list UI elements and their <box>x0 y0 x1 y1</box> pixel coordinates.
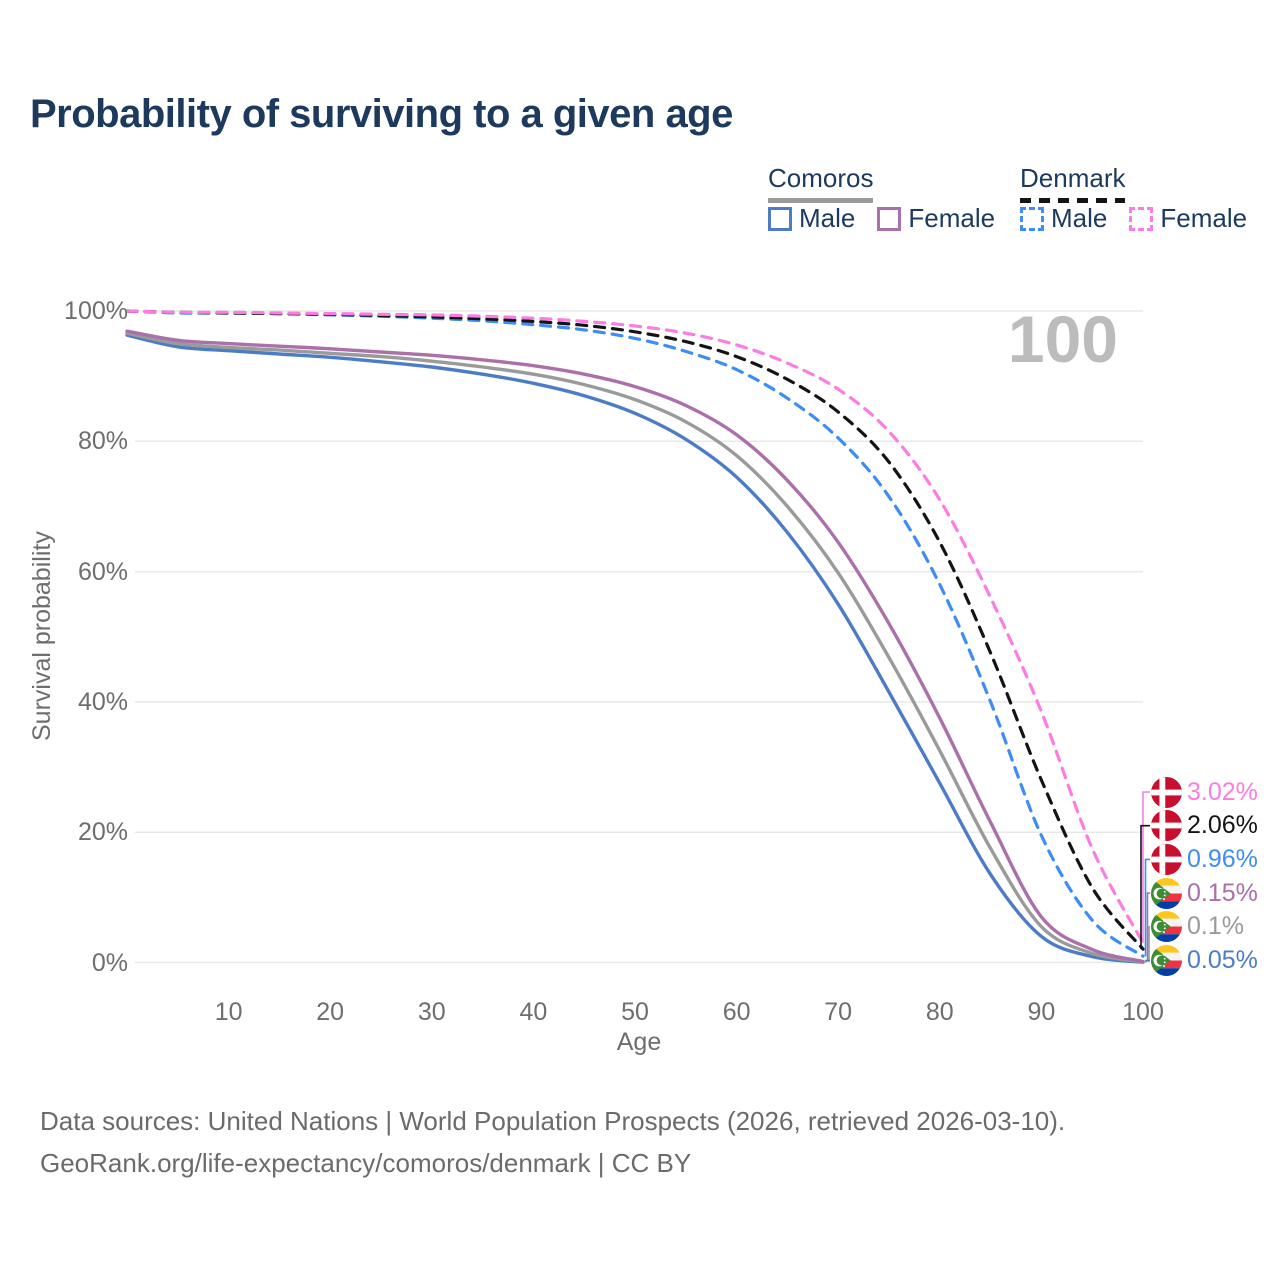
end-label-value: 0.96% <box>1187 844 1258 873</box>
legend-group-label: Comoros <box>768 163 874 193</box>
gridlines <box>135 310 1150 964</box>
legend-group-comoros: Comoros <box>768 163 874 203</box>
end-label-denmark-combined: 2.06% <box>1151 810 1258 842</box>
survival-curves <box>125 309 1145 964</box>
comoros-flag-icon <box>1151 877 1182 909</box>
x-tick-label-70: 70 <box>824 998 853 1026</box>
end-label-denmark-female: 3.02% <box>1151 776 1258 808</box>
x-tick-label-30: 30 <box>417 998 446 1026</box>
legend-items-denmark: Male Female <box>1020 203 1247 234</box>
end-label-comoros-female: 0.15% <box>1151 877 1258 909</box>
page-title: Probability of surviving to a given age <box>30 92 733 136</box>
denmark-flag-icon <box>1151 843 1182 875</box>
x-tick-label-100: 100 <box>1122 998 1164 1026</box>
legend-item-label: Female <box>908 203 996 233</box>
x-tick-label-20: 20 <box>316 998 345 1026</box>
legend-swatch <box>1020 206 1044 231</box>
flag-wrap <box>1151 877 1182 909</box>
x-tick-label-10: 10 <box>214 998 243 1026</box>
curve-denmark-combined[interactable] <box>125 309 1145 951</box>
legend-swatch <box>768 206 792 231</box>
legend-item-comoros-female[interactable]: Female <box>877 203 995 234</box>
x-axis-title: Age <box>616 1028 662 1056</box>
y-tick-label-40: 40% <box>77 687 128 716</box>
x-tick-label-80: 80 <box>925 998 954 1026</box>
legend-group-label: Denmark <box>1020 163 1126 193</box>
end-label-value: 3.02% <box>1187 777 1258 806</box>
y-tick-label-100: 100% <box>64 297 128 325</box>
comoros-flag-icon <box>1151 945 1182 976</box>
end-label-denmark-male: 0.96% <box>1151 843 1258 875</box>
legend-item-label: Male <box>1051 203 1108 233</box>
flag-wrap <box>1151 776 1182 808</box>
end-label-connectors <box>1140 791 1150 963</box>
y-tick-label-80: 80% <box>77 427 128 456</box>
end-label-value: 2.06% <box>1187 811 1258 840</box>
y-tick-label-60: 60% <box>77 557 128 586</box>
x-tick-label-40: 40 <box>519 998 548 1026</box>
denmark-flag-icon <box>1151 810 1182 842</box>
connector-denmark-female <box>1142 791 1150 943</box>
connector-comoros-female <box>1146 892 1150 962</box>
curve-comoros-combined[interactable] <box>125 331 1145 964</box>
flag-wrap <box>1151 945 1182 976</box>
curve-denmark-male[interactable] <box>125 309 1145 958</box>
legend-item-denmark-male[interactable]: Male <box>1020 203 1107 234</box>
connector-denmark-male <box>1144 858 1150 957</box>
flag-wrap <box>1151 810 1182 842</box>
legend-item-comoros-male[interactable]: Male <box>768 203 855 234</box>
legend-item-label: Male <box>799 203 856 233</box>
connector-denmark-combined <box>1140 824 1150 950</box>
curve-denmark-female[interactable] <box>125 309 1145 945</box>
legend-item-denmark-female[interactable]: Female <box>1129 203 1247 234</box>
legend-item-label: Female <box>1160 203 1248 233</box>
connector-comoros-combined <box>1148 926 1150 962</box>
x-tick-label-50: 50 <box>621 998 649 1026</box>
y-tick-label-20: 20% <box>77 818 128 847</box>
legend-group-denmark: Denmark <box>1020 163 1126 203</box>
end-label-value: 0.1% <box>1187 912 1244 941</box>
legend-swatch <box>877 206 902 231</box>
georank-link[interactable]: GeoRank.org/life-expectancy/comoros/denm… <box>40 1148 692 1178</box>
connector-comoros-male <box>1145 959 1150 963</box>
end-label-comoros-combined: 0.1% <box>1151 911 1244 943</box>
age-watermark: 100 <box>1008 302 1118 376</box>
data-sources-text: Data sources: United Nations | World Pop… <box>40 1106 1066 1136</box>
curve-comoros-female[interactable] <box>125 329 1145 964</box>
denmark-flag-icon <box>1151 776 1182 808</box>
y-axis-title: Survival probability <box>28 531 56 742</box>
legend-underline-solid <box>768 198 874 203</box>
x-tick-label-60: 60 <box>722 998 751 1026</box>
comoros-flag-icon <box>1151 911 1182 943</box>
y-tick-label-0: 0% <box>91 948 128 977</box>
flag-wrap <box>1151 911 1182 943</box>
end-label-value: 0.05% <box>1187 946 1258 974</box>
legend-swatch <box>1129 206 1154 231</box>
end-label-comoros-male: 0.05% <box>1151 945 1258 976</box>
legend-items-comoros: Male Female <box>768 203 995 234</box>
curve-comoros-male[interactable] <box>125 333 1145 964</box>
x-tick-label-90: 90 <box>1027 998 1056 1026</box>
legend-underline-dashed <box>1020 198 1126 203</box>
end-label-value: 0.15% <box>1187 878 1258 907</box>
flag-wrap <box>1151 843 1182 875</box>
